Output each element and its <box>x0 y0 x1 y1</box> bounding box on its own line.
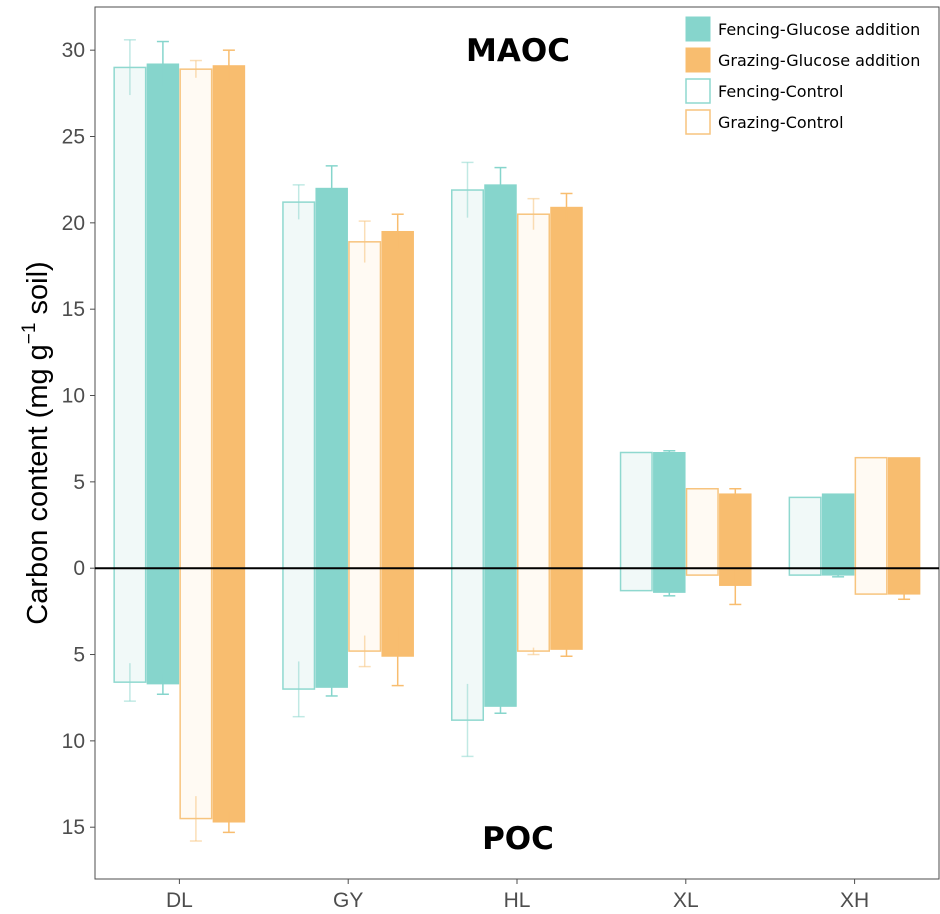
poc-bar-gy-1 <box>315 567 348 688</box>
maoc-bar-xl-3 <box>719 493 752 569</box>
y-tick-label: 20 <box>62 212 85 235</box>
legend-label-2: Grazing-Control <box>718 113 844 132</box>
maoc-bar-gy-0 <box>282 201 316 569</box>
maoc-bar-gy-1 <box>315 187 348 569</box>
x-tick-label-xh: XH <box>840 889 869 912</box>
poc-bar-dl-2 <box>179 567 213 820</box>
poc-bar-hl-2 <box>517 567 550 652</box>
x-tick-label-gy: GY <box>333 889 363 912</box>
bars-group <box>113 63 921 823</box>
y-tick-label: 5 <box>73 471 85 494</box>
x-tick-label-hl: HL <box>504 889 531 912</box>
poc-bar-hl-3 <box>550 567 583 650</box>
y-axis: 30 25 20 15 10 5 0 5 10 15 <box>62 39 95 839</box>
poc-bar-dl-3 <box>212 567 246 823</box>
y-tick-label: 0 <box>73 557 85 580</box>
x-axis: DL GY HL XL XH <box>166 879 869 912</box>
error-bars-group <box>123 39 911 842</box>
maoc-bar-xl-1 <box>653 451 686 569</box>
maoc-bar-xh-2 <box>854 456 888 569</box>
maoc-bar-xh-1 <box>821 493 855 569</box>
y-tick-label: 30 <box>62 39 85 62</box>
legend-swatch-2 <box>685 109 711 135</box>
y-axis-title: Carbon content (mg g−1 soil) <box>19 261 54 624</box>
y-tick-label: 10 <box>62 730 85 753</box>
poc-bar-xh-2 <box>854 567 888 595</box>
maoc-bar-hl-1 <box>484 184 517 569</box>
legend-swatch-3 <box>685 47 711 73</box>
y-tick-label: 15 <box>62 816 85 839</box>
maoc-bar-xl-0 <box>619 451 653 569</box>
maoc-bar-dl-1 <box>146 63 180 569</box>
x-tick-label-xl: XL <box>673 889 699 912</box>
y-tick-label: 10 <box>62 385 85 408</box>
maoc-bar-xh-0 <box>788 496 822 569</box>
maoc-bar-xh-3 <box>887 457 921 569</box>
maoc-bar-gy-2 <box>348 241 382 569</box>
maoc-bar-xl-2 <box>685 488 719 569</box>
maoc-bar-gy-3 <box>381 230 414 569</box>
maoc-bar-dl-2 <box>179 68 213 569</box>
poc-bar-dl-1 <box>146 567 180 685</box>
legend-label-1: Fencing-Glucose addition <box>718 20 920 39</box>
x-tick-label-dl: DL <box>166 889 193 912</box>
maoc-bar-hl-3 <box>550 206 583 569</box>
poc-bar-xh-0 <box>788 567 822 576</box>
legend-swatch-1 <box>685 16 711 42</box>
y-tick-label: 5 <box>73 644 85 667</box>
region-label-poc: POC <box>482 821 554 857</box>
poc-bar-xl-1 <box>653 567 686 593</box>
legend-label-0: Fencing-Control <box>718 82 843 101</box>
maoc-bar-dl-0 <box>113 66 147 569</box>
legend-label-3: Grazing-Glucose addition <box>718 51 920 70</box>
legend-swatch-0 <box>685 78 711 104</box>
y-tick-label: 15 <box>62 298 85 321</box>
region-label-maoc: MAOC <box>466 33 570 69</box>
poc-bar-xl-2 <box>685 567 719 576</box>
maoc-bar-hl-0 <box>451 189 484 569</box>
poc-bar-xl-0 <box>619 567 653 592</box>
maoc-bar-dl-3 <box>212 65 246 569</box>
y-tick-label: 25 <box>62 126 85 149</box>
maoc-bar-hl-2 <box>517 213 550 569</box>
poc-bar-hl-1 <box>484 567 517 707</box>
legend: Fencing-Glucose addition Grazing-Glucose … <box>685 16 920 135</box>
